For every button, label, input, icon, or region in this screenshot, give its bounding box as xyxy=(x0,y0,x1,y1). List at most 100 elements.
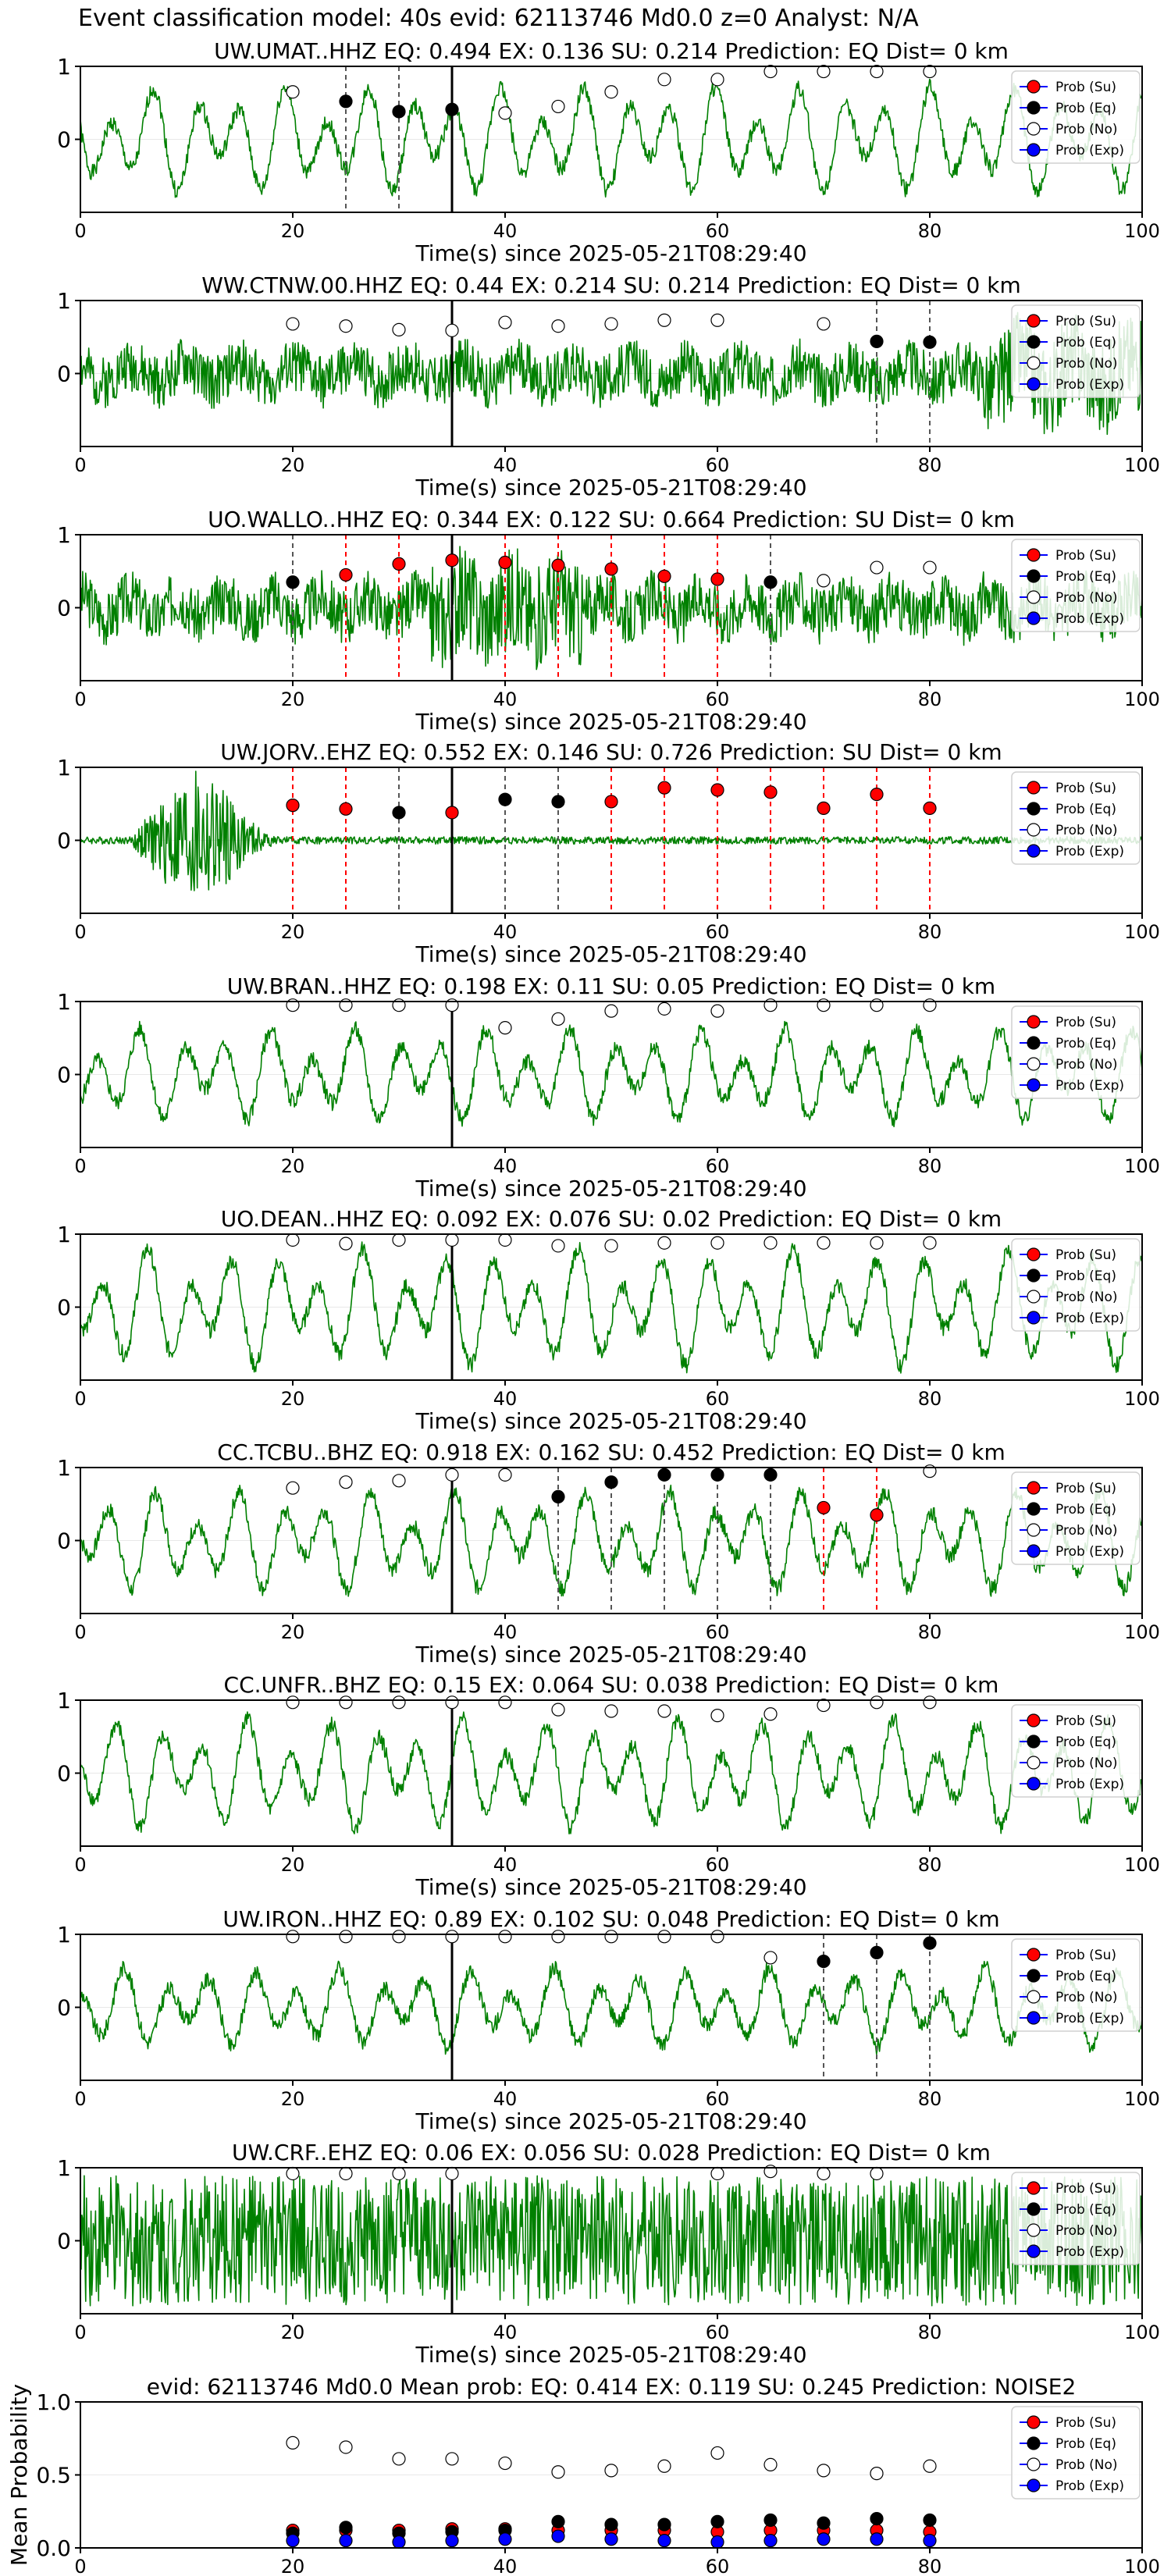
prob-marker-no xyxy=(445,2452,459,2466)
x-tick-label: 20 xyxy=(281,688,305,710)
prob-marker-no xyxy=(710,2166,724,2181)
prob-marker-no xyxy=(763,2457,778,2472)
prob-marker-su xyxy=(551,558,565,572)
legend-marker-eq xyxy=(1027,1268,1041,1283)
prob-marker-no xyxy=(923,2459,937,2473)
x-tick-label: 20 xyxy=(281,2322,305,2343)
prob-marker-su xyxy=(763,785,778,799)
prob-marker-exp xyxy=(710,2535,724,2549)
x-tick-label: 80 xyxy=(918,1621,942,1643)
prob-marker-no xyxy=(870,2467,884,2481)
legend-label: Prob (Eq) xyxy=(1055,2436,1116,2452)
prob-marker-no xyxy=(817,1698,831,1713)
y-tick-label: 0 xyxy=(57,828,71,854)
x-axis-label: Time(s) since 2025-05-21T08:29:40 xyxy=(415,1408,806,1434)
figure-suptitle: Event classification model: 40s evid: 62… xyxy=(78,5,919,32)
prob-marker-su xyxy=(710,572,724,586)
x-tick-label: 40 xyxy=(493,220,518,242)
prob-marker-eq xyxy=(604,1475,618,1489)
prob-marker-no xyxy=(923,64,937,79)
x-tick-label: 100 xyxy=(1124,1388,1160,1410)
prob-marker-eq xyxy=(870,2512,884,2526)
subplot-title: CC.UNFR..BHZ EQ: 0.15 EX: 0.064 SU: 0.03… xyxy=(224,1672,999,1698)
x-axis-label: Time(s) since 2025-05-21T08:29:40 xyxy=(415,240,806,266)
prob-marker-no xyxy=(870,64,884,79)
legend-marker-no xyxy=(1027,590,1041,604)
legend-label: Prob (No) xyxy=(1055,1290,1118,1305)
legend-marker-no xyxy=(1027,1057,1041,1071)
prob-marker-no xyxy=(604,1930,618,1944)
y-tick-label: 1 xyxy=(57,2155,71,2181)
y-tick-label: 0.0 xyxy=(36,2535,71,2561)
prob-marker-no xyxy=(923,1695,937,1710)
x-tick-label: 100 xyxy=(1124,220,1160,242)
prob-marker-eq xyxy=(710,2514,724,2528)
prob-marker-eq xyxy=(392,105,406,119)
waveform xyxy=(80,1241,1143,1374)
prob-marker-eq xyxy=(763,1468,778,1482)
subplot-7: CC.TCBU..BHZ EQ: 0.918 EX: 0.162 SU: 0.4… xyxy=(57,1439,1160,1667)
prob-marker-no xyxy=(604,1239,618,1253)
subplot-title: UW.UMAT..HHZ EQ: 0.494 EX: 0.136 SU: 0.2… xyxy=(214,38,1009,64)
subplot-4: UW.JORV..EHZ EQ: 0.552 EX: 0.146 SU: 0.7… xyxy=(57,739,1160,967)
x-tick-label: 80 xyxy=(918,2322,942,2343)
prob-marker-exp xyxy=(817,2532,831,2546)
prob-marker-eq xyxy=(870,334,884,348)
subplot-title: UO.WALLO..HHZ EQ: 0.344 EX: 0.122 SU: 0.… xyxy=(208,507,1015,532)
subplot-3: UO.WALLO..HHZ EQ: 0.344 EX: 0.122 SU: 0.… xyxy=(57,507,1160,735)
prob-marker-su xyxy=(339,802,353,816)
prob-marker-no xyxy=(498,1930,512,1944)
legend-label: Prob (Exp) xyxy=(1055,1311,1124,1326)
prob-marker-eq xyxy=(923,1936,937,1950)
y-tick-label: 0 xyxy=(57,1995,71,2021)
legend-marker-exp xyxy=(1027,844,1041,858)
prob-marker-no xyxy=(817,317,831,331)
legend-marker-su xyxy=(1027,548,1041,562)
prob-marker-exp xyxy=(498,2532,512,2546)
prob-marker-no xyxy=(710,1236,724,1250)
legend-marker-exp xyxy=(1027,2244,1041,2258)
x-tick-label: 0 xyxy=(74,2088,86,2110)
prob-marker-eq xyxy=(763,575,778,589)
legend-marker-no xyxy=(1027,2457,1041,2471)
x-tick-label: 100 xyxy=(1124,1854,1160,1876)
x-tick-label: 80 xyxy=(918,2088,942,2110)
subplot-title: UW.IRON..HHZ EQ: 0.89 EX: 0.102 SU: 0.04… xyxy=(222,1906,999,1932)
y-tick-label: 1 xyxy=(57,989,71,1015)
prob-marker-su xyxy=(604,795,618,809)
prob-marker-su xyxy=(710,783,724,797)
x-axis-label: Time(s) since 2025-05-21T08:29:40 xyxy=(415,709,806,735)
x-tick-label: 0 xyxy=(74,454,86,476)
legend-marker-eq xyxy=(1027,569,1041,583)
legend-marker-no xyxy=(1027,1523,1041,1537)
legend-marker-eq xyxy=(1027,1036,1041,1050)
prob-marker-exp xyxy=(923,2534,937,2548)
legend-label: Prob (Eq) xyxy=(1055,1268,1116,1284)
legend-label: Prob (Su) xyxy=(1055,314,1116,329)
subplot-9: UW.IRON..HHZ EQ: 0.89 EX: 0.102 SU: 0.04… xyxy=(57,1906,1160,2134)
prob-marker-eq xyxy=(551,1489,565,1504)
x-tick-label: 0 xyxy=(74,1155,86,1177)
legend-marker-su xyxy=(1027,1247,1041,1261)
prob-marker-su xyxy=(445,553,459,568)
x-tick-label: 40 xyxy=(493,2556,518,2576)
y-tick-label: 0 xyxy=(57,1761,71,1787)
x-tick-label: 20 xyxy=(281,1155,305,1177)
legend-label: Prob (Eq) xyxy=(1055,1502,1116,1517)
prob-marker-eq xyxy=(923,2513,937,2528)
prob-marker-no xyxy=(657,1930,671,1944)
y-axis-label: Mean Probability xyxy=(6,2384,32,2566)
x-tick-label: 80 xyxy=(918,1388,942,1410)
legend: Prob (Su) Prob (Eq) Prob (No) Prob (Exp) xyxy=(1011,1938,1141,2032)
legend-label: Prob (Eq) xyxy=(1055,569,1116,585)
legend-box xyxy=(1011,1238,1141,1332)
prob-marker-eq xyxy=(498,792,512,806)
legend-box xyxy=(1011,1005,1141,1099)
x-axis-label: Time(s) since 2025-05-21T08:29:40 xyxy=(415,2342,806,2368)
prob-marker-no xyxy=(817,64,831,79)
prob-marker-exp xyxy=(763,2534,778,2548)
prob-marker-no xyxy=(817,2166,831,2181)
legend-label: Prob (Exp) xyxy=(1055,844,1124,859)
x-tick-label: 80 xyxy=(918,688,942,710)
